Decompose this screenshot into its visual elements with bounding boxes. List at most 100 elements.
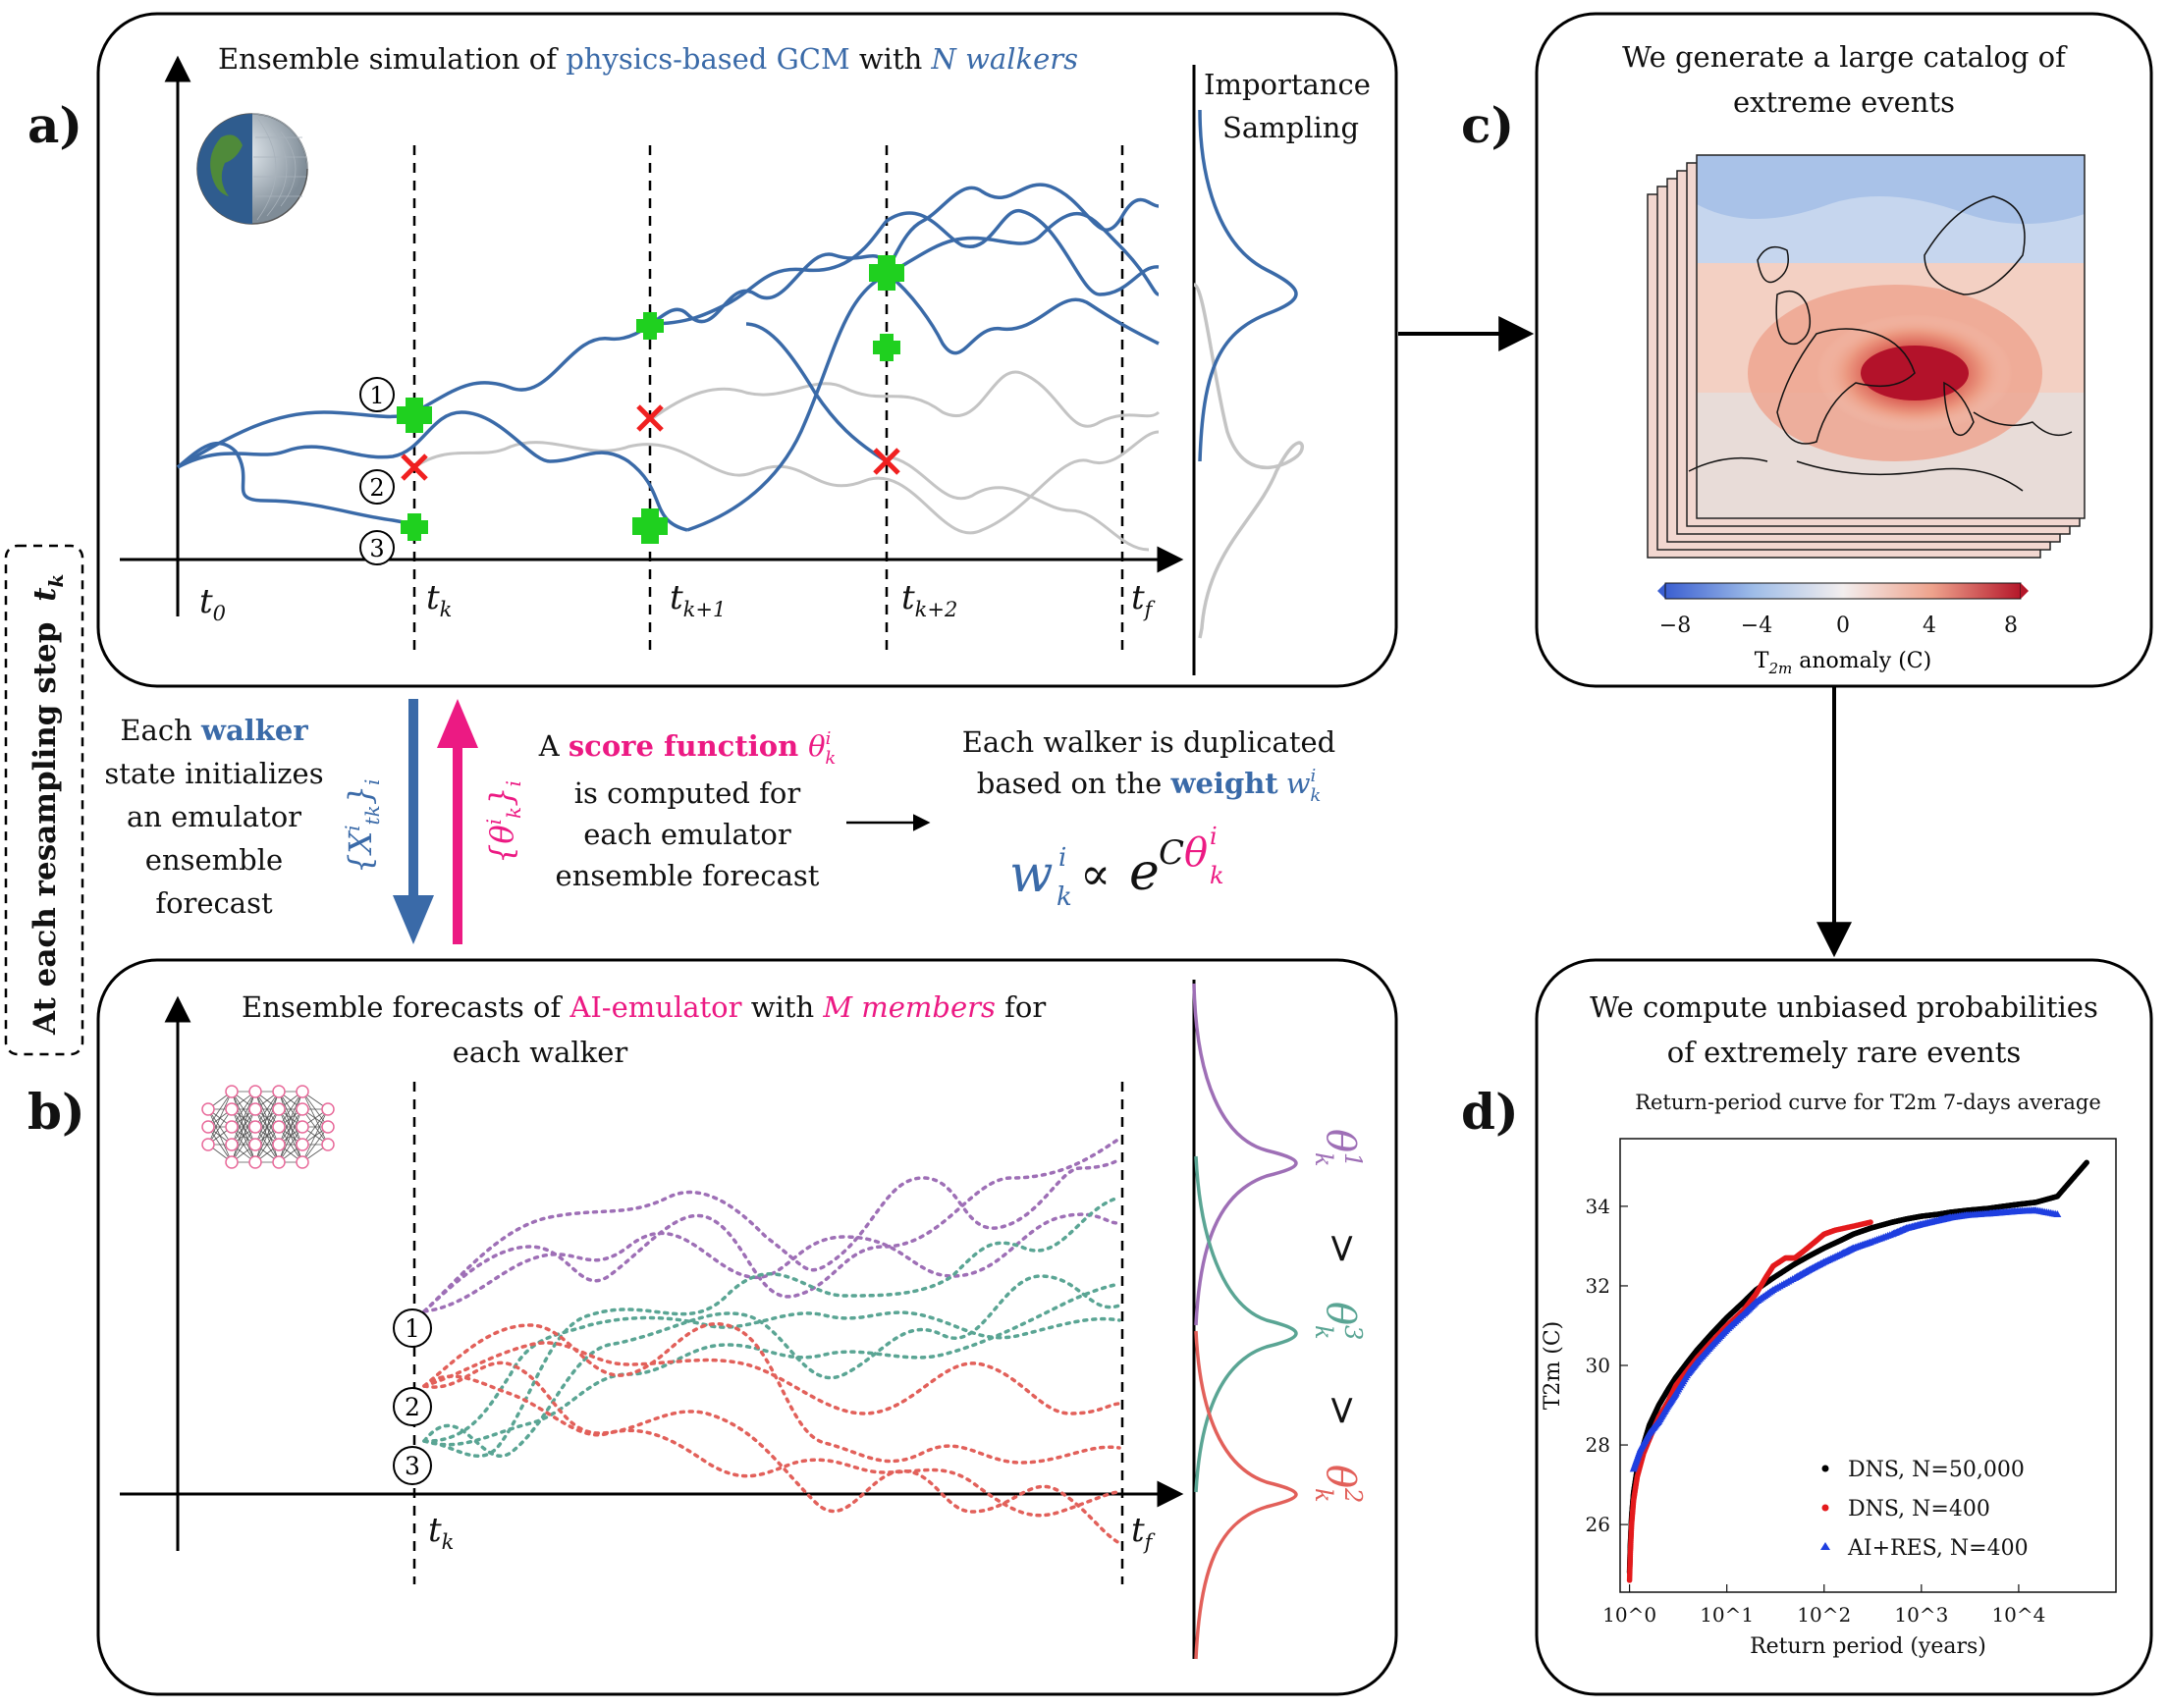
panel-a-ticks: t0 tk tk+1 tk+2 tf — [199, 578, 1156, 625]
side-label-box — [4, 544, 84, 1056]
panel-d-title-1: We compute unbiased probabilities — [1590, 990, 2098, 1024]
panel-label-c: c) — [1461, 96, 1514, 154]
nn-edge — [278, 1091, 303, 1163]
panel-b-score-curves — [1192, 983, 1298, 1660]
x-tick-label: 10^1 — [1700, 1603, 1754, 1627]
importance-label-1: Importance — [1204, 68, 1371, 101]
svg-text:2: 2 — [405, 1393, 420, 1421]
data-point — [2084, 1159, 2089, 1166]
score-up-arrow: {θik}i — [437, 699, 525, 944]
svg-text:t0: t0 — [199, 582, 226, 625]
panel-a-title: Ensemble simulation of physics-based GCM… — [218, 42, 1078, 76]
nn-node — [225, 1085, 239, 1098]
panel-b-ensembles — [422, 1137, 1121, 1545]
y-tick-label: 34 — [1586, 1195, 1610, 1218]
svg-text:3: 3 — [405, 1452, 420, 1480]
svg-text:k: k — [1210, 862, 1224, 889]
panel-b-member-labels: 1 2 3 — [393, 1308, 432, 1485]
legend-label: DNS, N=400 — [1848, 1497, 1990, 1521]
panel-b-title-2: each walker — [453, 1036, 628, 1069]
ensemble-walker-1 — [422, 1137, 1121, 1313]
svg-text:each emulator: each emulator — [583, 818, 791, 851]
svg-text:1: 1 — [1339, 1152, 1367, 1167]
nn-node — [321, 1102, 335, 1116]
svg-text:8: 8 — [2004, 614, 2018, 638]
nn-edge — [207, 1108, 233, 1146]
nn-node — [272, 1138, 286, 1151]
nn-node — [225, 1102, 239, 1116]
svg-text:k: k — [1310, 1325, 1337, 1340]
x-tick-label: 10^3 — [1894, 1603, 1948, 1627]
svg-text:tk: tk — [428, 1511, 454, 1554]
panel-b-theta-labels: θ1k θ3k θ2k > > — [1310, 1129, 1367, 1503]
svg-text:tf: tf — [1131, 1511, 1156, 1554]
series-2 — [1629, 1205, 2062, 1472]
nn-edge — [301, 1126, 329, 1163]
nn-edge — [278, 1091, 303, 1146]
panel-label-d: d) — [1461, 1083, 1519, 1141]
gt-1: > — [1320, 1232, 1365, 1265]
legend-label: AI+RES, N=400 — [1847, 1536, 2029, 1561]
colorbar-label: T2m anomaly (C) — [1755, 649, 1931, 677]
panel-a-keep-markers — [397, 255, 904, 544]
importance-label-2: Sampling — [1222, 111, 1359, 144]
ensemble-walker-2 — [422, 1321, 1121, 1545]
state-sub: tk — [360, 805, 384, 825]
nn-node — [296, 1120, 309, 1134]
svg-text:−8: −8 — [1659, 614, 1691, 638]
chart-title: Return-period curve for T2m 7-days avera… — [1635, 1091, 2101, 1114]
legend-marker — [1821, 1504, 1829, 1512]
svg-text:e: e — [1129, 843, 1160, 902]
svg-text:tk+1: tk+1 — [670, 578, 726, 621]
nn-node — [225, 1138, 239, 1151]
svg-text:forecast: forecast — [155, 886, 273, 920]
svg-text:θ: θ — [1318, 1129, 1363, 1152]
nn-edge — [231, 1108, 256, 1163]
nn-node — [201, 1102, 215, 1116]
svg-text:state initializes: state initializes — [104, 757, 323, 790]
nn-edge — [278, 1108, 303, 1163]
gt-2: > — [1320, 1394, 1365, 1427]
state-down-arrow: {Xitk}i — [341, 699, 434, 944]
nn-edge — [254, 1091, 280, 1163]
svg-text:θ: θ — [1184, 830, 1208, 876]
nn-node — [296, 1138, 309, 1151]
panel-a-walker-labels: 1 2 3 — [359, 377, 395, 565]
svg-text:1: 1 — [405, 1314, 420, 1343]
svg-text:C: C — [1159, 833, 1184, 873]
nn-node — [296, 1085, 309, 1098]
svg-text:tk+2: tk+2 — [901, 578, 957, 621]
nn-edge — [231, 1091, 256, 1163]
nn-node — [272, 1155, 286, 1169]
svg-text:3: 3 — [369, 535, 384, 562]
panel-c-box — [1535, 12, 2153, 688]
panel-a-importance-curves — [1193, 109, 1304, 639]
legend-marker — [1820, 1542, 1830, 1550]
return-period-chart: Return-period curve for T2m 7-days avera… — [1541, 1091, 2117, 1659]
panel-d-box — [1535, 958, 2153, 1696]
svg-text:k: k — [1057, 882, 1072, 912]
nn-node — [248, 1155, 262, 1169]
svg-text:−4: −4 — [1741, 614, 1772, 638]
panel-label-b: b) — [27, 1083, 85, 1141]
nn-node — [248, 1102, 262, 1116]
svg-text:tf: tf — [1131, 578, 1156, 621]
score-sup: i — [482, 819, 506, 825]
score-sub: k — [502, 807, 525, 819]
data-point — [2053, 1210, 2062, 1217]
score-text: A score function θi k is computed for each… — [538, 728, 837, 892]
svg-text:2: 2 — [369, 474, 384, 502]
panel-b-title-1: Ensemble forecasts of AI-emulator with M… — [242, 990, 1046, 1024]
nn-node — [248, 1120, 262, 1134]
x-tick-label: 10^4 — [1991, 1603, 2045, 1627]
nn-edge — [207, 1091, 233, 1146]
nn-edge — [278, 1126, 303, 1163]
nn-edge — [301, 1108, 329, 1163]
nn-node — [272, 1085, 286, 1098]
svg-text:θ: θ — [1318, 1302, 1363, 1325]
svg-text:1: 1 — [369, 382, 384, 409]
panel-b-ticks: tk tf — [428, 1511, 1156, 1554]
svg-text:Each walker: Each walker — [120, 714, 308, 747]
